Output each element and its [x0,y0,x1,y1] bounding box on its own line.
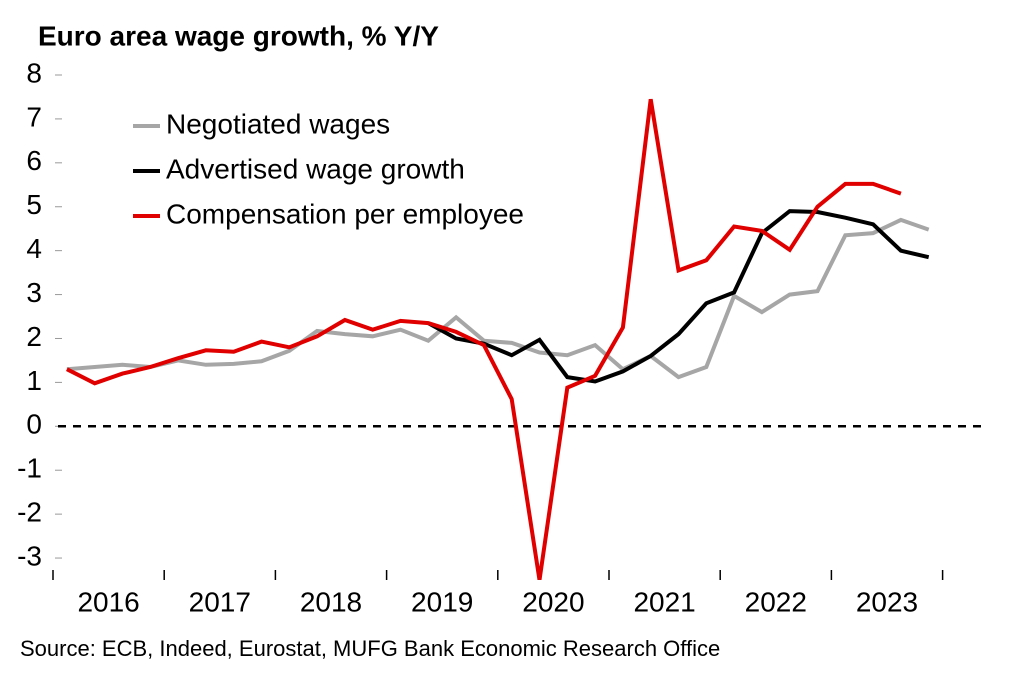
plot-area [65,98,930,580]
y-tick-label: 5 [26,189,42,220]
series-line [65,98,902,580]
x-tick-label: 2017 [189,586,251,617]
y-tick-label: -1 [17,453,42,484]
y-tick-label: 0 [26,409,42,440]
y-tick-label: -3 [17,540,42,571]
x-tick-label: 2022 [745,586,807,617]
x-tick-label: 2023 [856,586,918,617]
x-tick-label: 2021 [633,586,695,617]
series-line [427,209,930,384]
x-tick-label: 2020 [522,586,584,617]
y-tick-label: 3 [26,277,42,308]
legend-label: Advertised wage growth [166,153,465,184]
y-tick-label: 2 [26,321,42,352]
y-tick-label: 6 [26,145,42,176]
legend-label: Compensation per employee [166,198,524,229]
y-tick-label: 1 [26,365,42,396]
source-note: Source: ECB, Indeed, Eurostat, MUFG Bank… [20,636,720,661]
chart-title: Euro area wage growth, % Y/Y [38,20,439,51]
x-tick-label: 2019 [411,586,473,617]
y-tick-label: -2 [17,497,42,528]
y-tick-label: 4 [26,233,42,264]
x-tick-label: 2016 [77,586,139,617]
series-line [66,217,930,380]
y-tick-label: 8 [26,57,42,88]
x-tick-label: 2018 [300,586,362,617]
legend-label: Negotiated wages [166,108,390,139]
y-tick-label: 7 [26,101,42,132]
